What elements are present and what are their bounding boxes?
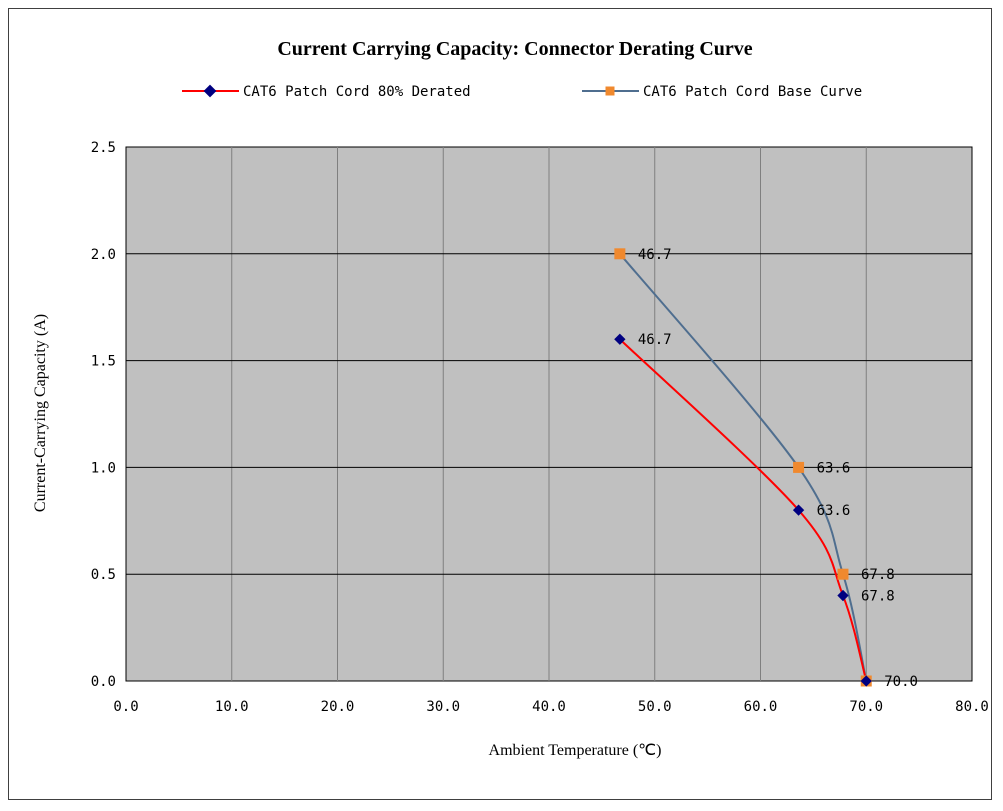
legend-entry-base: CAT6 Patch Cord Base Curve [582,84,862,100]
y-tick-label: 2.5 [91,140,116,156]
x-axis-title: Ambient Temperature (℃) [489,742,662,759]
x-tick-label: 0.0 [113,699,138,715]
grid-lines [126,147,972,681]
x-tick-label: 50.0 [638,699,672,715]
series-0-point [837,589,849,602]
series-1-point [837,568,849,580]
x-tick-label: 80.0 [955,699,989,715]
series-0-point [860,675,872,687]
legend: CAT6 Patch Cord 80% Derated CAT6 Patch C… [182,84,862,100]
y-tick-label: 1.0 [91,460,116,476]
y-tick-label: 1.5 [91,354,116,370]
series-1-data-label: 63.6 [817,460,851,476]
series-1-data-label: 46.7 [638,247,672,263]
series-layer: 46.7 63.6 67.8 70.0 46.7 63.6 67.8 [614,247,918,690]
y-axis-title: Current-Carrying Capacity (A) [32,314,49,512]
legend-label-base: CAT6 Patch Cord Base Curve [643,84,862,100]
legend-marker-derated [203,84,217,98]
series-0-point [792,504,805,516]
y-tick-label: 0.0 [91,674,116,690]
x-tick-label: 70.0 [849,699,883,715]
series-1-data-label: 67.8 [861,567,895,583]
y-tick-label: 2.0 [91,247,116,263]
x-tick-label: 40.0 [532,699,566,715]
x-tick-label: 10.0 [215,699,249,715]
tick-labels: 0.0 10.0 20.0 30.0 40.0 50.0 60.0 70.0 80.0 0.0 0.… [91,140,989,715]
chart-title: Current Carrying Capacity: Connector Der… [277,38,752,60]
x-tick-label: 30.0 [426,699,460,715]
y-tick-label: 0.5 [91,567,116,583]
series-0-data-label: 63.6 [817,503,851,519]
series-1-point [793,461,805,473]
legend-entry-derated: CAT6 Patch Cord 80% Derated [182,84,471,100]
series-0-point [614,333,626,345]
series-1-data-label: 70.0 [884,674,918,690]
x-tick-label: 20.0 [321,699,355,715]
x-tick-label: 60.0 [744,699,778,715]
series-0-data-label: 67.8 [861,589,895,605]
series-0-data-label: 46.7 [638,332,672,348]
series-1-point [614,248,626,260]
chart-svg: Current Carrying Capacity: Connector Der… [32,38,989,759]
legend-marker-base [605,86,615,96]
series-line-0 [619,338,868,682]
legend-label-derated: CAT6 Patch Cord 80% Derated [243,84,471,100]
chart-frame: Current Carrying Capacity: Connector Der… [8,8,992,800]
series-line-1 [619,253,868,682]
